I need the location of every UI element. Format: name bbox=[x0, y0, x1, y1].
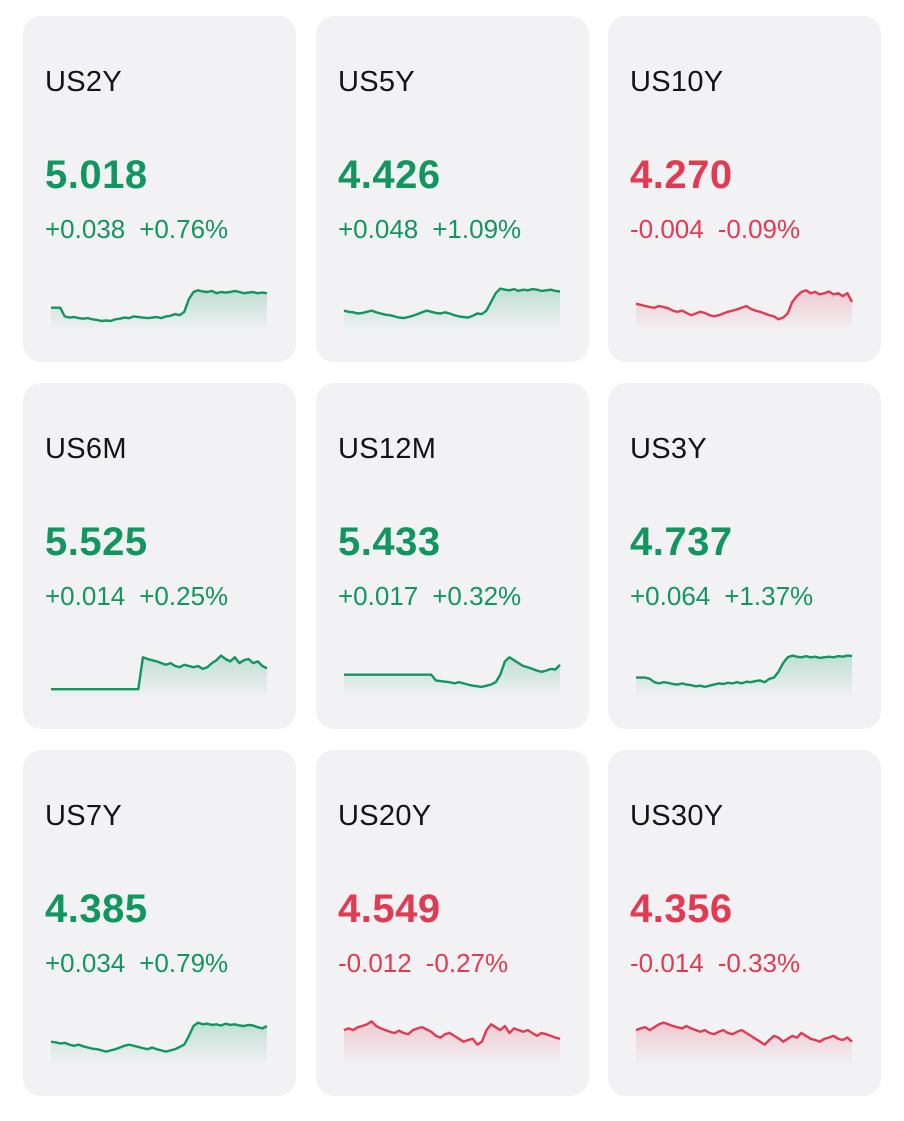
quote-change-pct: +1.37% bbox=[724, 581, 814, 611]
sparkline-chart bbox=[343, 1020, 561, 1066]
sparkline-area bbox=[636, 290, 852, 332]
quote-card[interactable]: US2Y 5.018 +0.038 +0.76% bbox=[23, 16, 296, 362]
sparkline-chart bbox=[50, 1021, 268, 1066]
quote-symbol: US30Y bbox=[630, 800, 724, 832]
quote-card[interactable]: US6M 5.525 +0.014 +0.25% bbox=[23, 383, 296, 729]
sparkline-area bbox=[51, 290, 267, 332]
quote-change-pct: +0.76% bbox=[139, 214, 229, 244]
quote-symbol: US6M bbox=[45, 433, 127, 465]
quote-price: 4.385 bbox=[45, 887, 148, 931]
quote-card[interactable]: US10Y 4.270 -0.004 -0.09% bbox=[608, 16, 881, 362]
quote-price: 5.018 bbox=[45, 153, 148, 197]
sparkline-area bbox=[344, 288, 560, 332]
quote-price: 4.356 bbox=[630, 887, 733, 931]
sparkline-chart bbox=[636, 654, 853, 699]
quote-change: -0.012 bbox=[338, 948, 412, 978]
quote-card[interactable]: US12M 5.433 +0.017 +0.32% bbox=[316, 383, 589, 729]
quote-price: 4.737 bbox=[630, 520, 733, 564]
quote-price: 5.433 bbox=[338, 520, 441, 564]
quote-price: 4.270 bbox=[630, 153, 733, 197]
sparkline-line bbox=[343, 287, 561, 320]
quote-price: 4.426 bbox=[338, 153, 441, 197]
sparkline-line bbox=[51, 654, 268, 691]
quote-symbol: US10Y bbox=[630, 66, 724, 98]
sparkline-line bbox=[343, 1020, 561, 1046]
quote-card[interactable]: US7Y 4.385 +0.034 +0.79% bbox=[23, 750, 296, 1096]
quote-symbol: US12M bbox=[338, 433, 437, 465]
sparkline-line bbox=[635, 1021, 853, 1046]
quote-change: +0.064 bbox=[630, 581, 711, 611]
quote-change-pct: +1.09% bbox=[432, 214, 522, 244]
quote-symbol: US3Y bbox=[630, 433, 707, 465]
quote-card[interactable]: US30Y 4.356 -0.014 -0.33% bbox=[608, 750, 881, 1096]
quote-symbol: US7Y bbox=[45, 800, 122, 832]
sparkline-chart bbox=[344, 656, 561, 699]
quote-change-pct: -0.33% bbox=[717, 948, 801, 978]
sparkline-chart bbox=[51, 289, 268, 332]
quote-price: 4.549 bbox=[338, 887, 441, 931]
quote-symbol: US5Y bbox=[338, 66, 415, 98]
sparkline-area bbox=[636, 655, 852, 699]
sparkline-chart bbox=[635, 289, 854, 332]
sparkline-chart bbox=[51, 654, 268, 699]
quote-card[interactable]: US5Y 4.426 +0.048 +1.09% bbox=[316, 16, 589, 362]
quote-change-pct: -0.27% bbox=[425, 948, 509, 978]
quote-change: -0.014 bbox=[630, 948, 704, 978]
quote-change-pct: +0.79% bbox=[139, 948, 229, 978]
sparkline-line bbox=[51, 289, 268, 323]
quote-change-pct: -0.09% bbox=[717, 214, 801, 244]
quote-symbol: US20Y bbox=[338, 800, 432, 832]
quote-card[interactable]: US3Y 4.737 +0.064 +1.37% bbox=[608, 383, 881, 729]
quote-symbol: US2Y bbox=[45, 66, 122, 98]
quote-change: -0.004 bbox=[630, 214, 704, 244]
sparkline-chart bbox=[343, 287, 561, 332]
quote-card[interactable]: US20Y 4.549 -0.012 -0.27% bbox=[316, 750, 589, 1096]
sparkline-chart bbox=[635, 1021, 853, 1066]
sparkline-line bbox=[636, 654, 853, 689]
sparkline-line bbox=[50, 1021, 268, 1053]
quote-change: +0.014 bbox=[45, 581, 126, 611]
quote-change-pct: +0.25% bbox=[139, 581, 229, 611]
quote-price: 5.525 bbox=[45, 520, 148, 564]
sparkline-line bbox=[344, 656, 561, 689]
sparkline-line bbox=[635, 289, 854, 321]
quote-change: +0.017 bbox=[338, 581, 419, 611]
sparkline-area bbox=[344, 1021, 560, 1066]
sparkline-area bbox=[636, 1022, 852, 1066]
sparkline-area bbox=[344, 657, 560, 699]
sparkline-area bbox=[51, 655, 267, 699]
quote-change-pct: +0.32% bbox=[432, 581, 522, 611]
quote-change: +0.048 bbox=[338, 214, 419, 244]
quote-change: +0.038 bbox=[45, 214, 126, 244]
sparkline-area bbox=[51, 1022, 267, 1066]
quote-change: +0.034 bbox=[45, 948, 126, 978]
